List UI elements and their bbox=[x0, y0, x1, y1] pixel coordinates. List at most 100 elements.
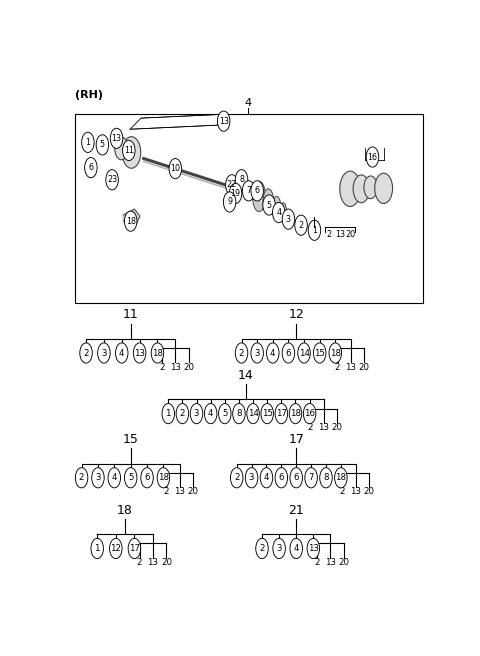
Text: 23: 23 bbox=[107, 175, 117, 184]
Text: 1: 1 bbox=[85, 138, 90, 147]
Text: 2: 2 bbox=[308, 423, 313, 432]
Text: 2: 2 bbox=[164, 487, 169, 497]
Text: 13: 13 bbox=[174, 487, 185, 497]
Text: 20: 20 bbox=[188, 487, 199, 497]
Text: 2: 2 bbox=[137, 558, 143, 567]
Text: 4: 4 bbox=[264, 473, 269, 482]
Text: 13: 13 bbox=[219, 117, 228, 126]
Text: 3: 3 bbox=[101, 348, 107, 358]
Text: 4: 4 bbox=[208, 409, 214, 418]
Ellipse shape bbox=[307, 539, 320, 559]
Ellipse shape bbox=[242, 181, 255, 201]
Text: 4: 4 bbox=[111, 473, 117, 482]
Text: 22: 22 bbox=[227, 180, 237, 190]
Ellipse shape bbox=[303, 403, 316, 424]
Text: 6: 6 bbox=[286, 348, 291, 358]
Ellipse shape bbox=[91, 539, 104, 559]
Ellipse shape bbox=[82, 133, 94, 152]
Text: (RH): (RH) bbox=[75, 90, 103, 100]
Ellipse shape bbox=[233, 403, 245, 424]
Text: 1: 1 bbox=[166, 409, 171, 418]
Text: 6: 6 bbox=[88, 163, 94, 172]
Text: 20: 20 bbox=[161, 558, 172, 567]
Text: 2: 2 bbox=[159, 363, 165, 372]
Ellipse shape bbox=[320, 468, 332, 488]
Text: 13: 13 bbox=[134, 348, 145, 358]
Ellipse shape bbox=[108, 468, 120, 488]
Ellipse shape bbox=[124, 211, 137, 232]
Text: 5: 5 bbox=[266, 201, 272, 209]
Ellipse shape bbox=[110, 128, 123, 148]
Ellipse shape bbox=[223, 192, 236, 212]
Ellipse shape bbox=[313, 343, 326, 363]
Text: 3: 3 bbox=[276, 544, 282, 553]
Ellipse shape bbox=[84, 157, 97, 178]
Text: 4: 4 bbox=[119, 348, 124, 358]
Ellipse shape bbox=[128, 539, 141, 559]
Ellipse shape bbox=[124, 468, 137, 488]
Ellipse shape bbox=[218, 403, 231, 424]
Text: 13: 13 bbox=[335, 230, 345, 239]
Ellipse shape bbox=[329, 343, 342, 363]
Ellipse shape bbox=[116, 343, 128, 363]
Ellipse shape bbox=[251, 181, 264, 201]
Text: 5: 5 bbox=[128, 473, 133, 482]
Text: 18: 18 bbox=[290, 409, 301, 418]
Ellipse shape bbox=[305, 468, 317, 488]
Ellipse shape bbox=[92, 468, 104, 488]
Ellipse shape bbox=[251, 343, 264, 363]
Text: 3: 3 bbox=[286, 215, 291, 224]
Ellipse shape bbox=[282, 343, 295, 363]
Text: 17: 17 bbox=[288, 433, 304, 446]
Text: 7: 7 bbox=[308, 473, 314, 482]
Ellipse shape bbox=[364, 176, 377, 199]
Ellipse shape bbox=[260, 468, 273, 488]
Text: 4: 4 bbox=[244, 98, 252, 108]
Ellipse shape bbox=[151, 343, 164, 363]
Ellipse shape bbox=[226, 174, 238, 195]
Text: 3: 3 bbox=[249, 473, 254, 482]
Ellipse shape bbox=[273, 203, 285, 222]
Ellipse shape bbox=[353, 175, 370, 203]
Text: 19: 19 bbox=[230, 189, 240, 198]
Ellipse shape bbox=[263, 195, 276, 215]
Text: 11: 11 bbox=[123, 308, 139, 321]
Text: 6: 6 bbox=[278, 473, 284, 482]
Text: 5: 5 bbox=[222, 409, 228, 418]
Text: 13: 13 bbox=[111, 134, 121, 143]
Ellipse shape bbox=[273, 539, 285, 559]
Ellipse shape bbox=[122, 136, 141, 168]
Ellipse shape bbox=[229, 183, 242, 203]
Ellipse shape bbox=[263, 189, 274, 213]
Text: 4: 4 bbox=[276, 208, 281, 217]
Ellipse shape bbox=[245, 468, 258, 488]
Text: 4: 4 bbox=[293, 544, 299, 553]
Text: 18: 18 bbox=[126, 216, 136, 226]
Ellipse shape bbox=[298, 343, 310, 363]
Ellipse shape bbox=[115, 137, 128, 160]
Text: 8: 8 bbox=[239, 175, 244, 184]
Text: 13: 13 bbox=[318, 423, 329, 432]
Text: 15: 15 bbox=[314, 348, 325, 358]
Ellipse shape bbox=[290, 539, 302, 559]
Ellipse shape bbox=[289, 403, 302, 424]
Ellipse shape bbox=[235, 170, 248, 190]
Text: 3: 3 bbox=[95, 473, 101, 482]
Ellipse shape bbox=[375, 173, 393, 203]
Ellipse shape bbox=[275, 403, 288, 424]
Ellipse shape bbox=[190, 403, 203, 424]
Ellipse shape bbox=[290, 468, 302, 488]
Text: 13: 13 bbox=[308, 544, 319, 553]
Text: 20: 20 bbox=[359, 363, 370, 372]
Text: 13: 13 bbox=[350, 487, 361, 497]
Polygon shape bbox=[123, 209, 140, 224]
Text: 5: 5 bbox=[100, 140, 105, 150]
Text: 18: 18 bbox=[330, 348, 341, 358]
Ellipse shape bbox=[261, 403, 274, 424]
Ellipse shape bbox=[169, 159, 181, 178]
Text: 2: 2 bbox=[326, 230, 331, 239]
Ellipse shape bbox=[366, 147, 379, 167]
Text: 1: 1 bbox=[312, 226, 317, 235]
Text: 2: 2 bbox=[234, 473, 240, 482]
Text: 14: 14 bbox=[248, 409, 259, 418]
